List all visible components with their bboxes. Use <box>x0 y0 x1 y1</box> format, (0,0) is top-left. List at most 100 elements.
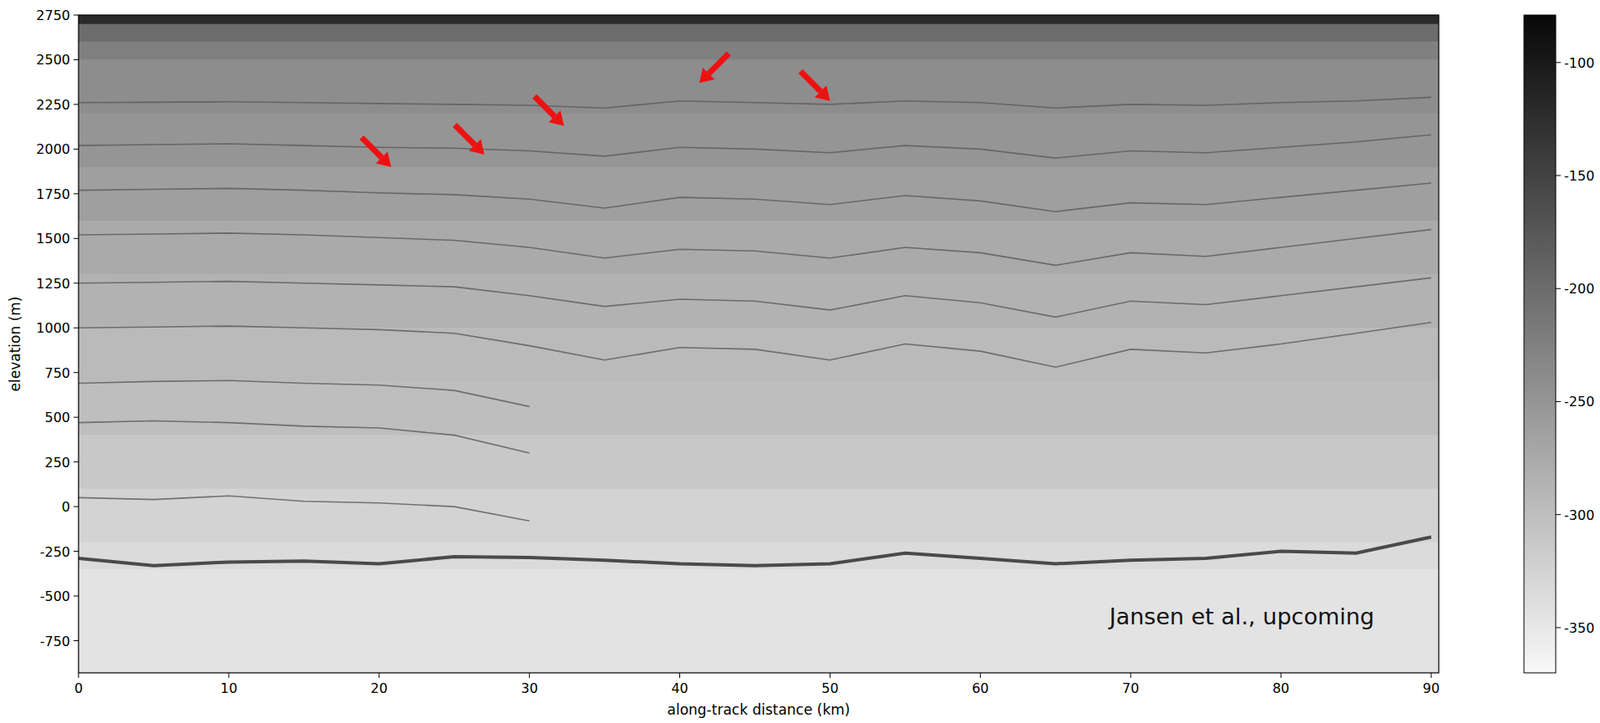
power-band <box>78 435 1439 490</box>
cb-tick-label: -350 <box>1564 619 1595 636</box>
internal-layer <box>78 322 1432 368</box>
internal-layer <box>78 96 1432 108</box>
y-tick <box>73 59 79 61</box>
y-tick-label: 1750 <box>35 186 71 203</box>
power-band <box>78 274 1439 329</box>
arrow-shaft <box>800 71 821 92</box>
x-tick-label: 90 <box>1422 680 1440 696</box>
y-tick <box>73 371 79 373</box>
internal-layer <box>78 421 530 454</box>
y-tick-label: 2500 <box>35 51 71 68</box>
y-tick <box>73 550 79 552</box>
y-tick <box>73 148 79 150</box>
arrow-head <box>548 110 564 126</box>
cb-tick-label: -150 <box>1564 167 1595 184</box>
arrow-shaft <box>534 96 555 117</box>
power-band <box>78 59 1439 114</box>
y-tick-label: 1000 <box>35 320 71 336</box>
internal-layer <box>78 380 530 407</box>
x-tick <box>679 672 681 678</box>
x-tick <box>228 672 229 678</box>
x-tick <box>980 672 981 678</box>
arrow <box>800 71 830 101</box>
x-tick-label: 0 <box>74 680 83 696</box>
arrow <box>361 137 392 167</box>
x-tick <box>378 672 380 678</box>
power-band <box>78 15 1439 25</box>
cb-tick <box>1555 626 1561 628</box>
y-tick-label: -500 <box>40 588 71 605</box>
x-tick <box>1431 672 1433 678</box>
y-tick <box>73 193 79 194</box>
cb-tick-label: -200 <box>1564 280 1595 297</box>
y-tick-label: 0 <box>61 498 71 515</box>
power-band <box>78 568 1439 673</box>
cb-tick <box>1555 401 1561 402</box>
x-tick-label: 50 <box>821 680 839 696</box>
y-tick <box>73 595 79 597</box>
internal-layer <box>78 182 1432 212</box>
y-tick <box>73 282 79 284</box>
power-band <box>78 113 1439 168</box>
y-tick-label: 250 <box>44 454 71 471</box>
arrow-head <box>814 85 830 101</box>
y-tick-label: 2000 <box>35 141 71 158</box>
arrow <box>454 124 484 154</box>
cb-tick-label: -300 <box>1564 507 1595 524</box>
y-tick-label: -750 <box>40 633 71 650</box>
cb-tick <box>1555 61 1561 63</box>
y-axis-title: elevation (m) <box>6 296 24 392</box>
internal-layer <box>78 277 1432 317</box>
power-band <box>78 380 1439 436</box>
x-tick-label: 60 <box>971 680 989 696</box>
colorbar <box>1523 15 1556 673</box>
y-tick-label: 1500 <box>35 230 71 247</box>
internal-layer <box>78 229 1432 266</box>
x-tick-label: 70 <box>1122 680 1139 696</box>
power-band <box>78 24 1439 43</box>
x-tick-label: 10 <box>220 680 238 696</box>
y-tick <box>73 640 79 641</box>
y-tick <box>73 103 79 105</box>
frame <box>78 15 1439 673</box>
cb-tick <box>1555 288 1561 290</box>
y-tick <box>73 506 79 508</box>
x-tick <box>528 672 530 678</box>
arrow <box>699 53 729 83</box>
y-tick <box>73 327 79 329</box>
x-tick-label: 80 <box>1272 680 1290 696</box>
y-tick-label: 1250 <box>35 275 71 292</box>
cb-tick-label: -100 <box>1564 55 1595 72</box>
arrow <box>534 96 564 126</box>
y-tick <box>73 416 79 418</box>
y-tick-label: -250 <box>40 543 71 560</box>
plot-area <box>78 15 1439 673</box>
internal-layer <box>78 134 1432 158</box>
power-band <box>78 220 1439 275</box>
power-band <box>78 167 1439 222</box>
arrow-head <box>468 138 484 154</box>
arrow-shaft <box>361 137 382 158</box>
arrow-head <box>699 67 715 83</box>
x-tick <box>1130 672 1132 678</box>
bed-reflector <box>78 537 1432 566</box>
cb-tick <box>1555 175 1561 177</box>
arrow-head <box>375 151 392 167</box>
cb-tick <box>1555 513 1561 515</box>
y-tick-label: 2750 <box>35 7 71 24</box>
power-band <box>78 327 1439 382</box>
x-tick-label: 40 <box>670 680 688 696</box>
y-tick <box>73 461 79 463</box>
internal-layer <box>78 495 530 521</box>
y-tick-label: 2250 <box>35 96 71 113</box>
arrow-shaft <box>708 53 729 74</box>
power-band <box>78 41 1439 61</box>
x-tick <box>1280 672 1282 678</box>
y-tick-label: 750 <box>44 365 71 381</box>
y-tick <box>73 15 79 16</box>
arrow-shaft <box>454 124 475 145</box>
x-axis-title: along-track distance (km) <box>666 700 850 718</box>
x-tick <box>829 672 831 678</box>
power-band <box>78 488 1439 544</box>
cb-tick-label: -250 <box>1564 393 1595 410</box>
